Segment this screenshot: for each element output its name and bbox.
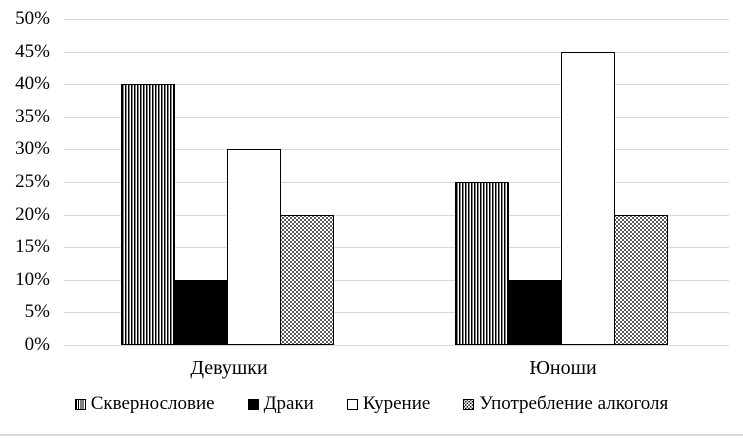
- legend: Сквернословие Драки Курение Употребление…: [0, 393, 743, 415]
- bar-dot-grid-yunoshi: [614, 214, 668, 345]
- legend-label: Курение: [362, 393, 431, 414]
- y-tick-label: 10%: [15, 268, 50, 290]
- gridline: [64, 116, 729, 118]
- gridline: [64, 345, 729, 346]
- gridline: [64, 149, 729, 151]
- legend-item-skvernoslovie: Сквернословие: [74, 393, 215, 415]
- legend-item-alkogol: Употребление алкоголя: [463, 393, 668, 415]
- gridline: [64, 312, 729, 314]
- category-label-devushki: Девушки: [190, 357, 268, 379]
- bar-solid-black-yunoshi: [508, 279, 562, 345]
- y-tick-label: 30%: [15, 138, 50, 160]
- bar-white-outline-yunoshi: [561, 51, 615, 345]
- gridline: [64, 84, 729, 86]
- bar-solid-black-devushki: [174, 279, 228, 345]
- chart-bottom-border: [0, 434, 743, 436]
- y-tick-label: 50%: [15, 8, 50, 29]
- bar-white-outline-devushki: [227, 149, 281, 345]
- white-square-swatch-icon: [346, 398, 358, 410]
- y-tick-label: 45%: [15, 40, 50, 62]
- plot-area: [64, 19, 729, 346]
- legend-item-kurenie: Курение: [346, 393, 431, 415]
- gridline: [64, 279, 729, 281]
- gridline: [64, 247, 729, 249]
- bar-group-devushki: [121, 19, 337, 345]
- vertical-stripes-swatch-icon: [74, 398, 86, 410]
- y-tick-label: 25%: [15, 171, 50, 192]
- legend-label: Драки: [263, 393, 314, 414]
- y-tick-label: 40%: [15, 73, 50, 95]
- gridline: [64, 182, 729, 183]
- y-tick-label: 15%: [15, 236, 50, 258]
- black-square-swatch-icon: [247, 398, 259, 410]
- dotted-square-swatch-icon: [463, 398, 475, 410]
- y-tick-label: 0%: [24, 334, 50, 355]
- legend-item-draki: Драки: [247, 393, 314, 415]
- category-label-yunoshi: Юноши: [529, 357, 597, 379]
- gridline: [64, 214, 729, 216]
- bar-vertical-stripes-devushki: [121, 84, 175, 345]
- y-tick-label: 35%: [15, 105, 50, 127]
- gridline: [64, 51, 729, 53]
- y-tick-label: 5%: [24, 301, 50, 323]
- legend-label: Употребление алкоголя: [479, 393, 669, 414]
- y-tick-label: 20%: [15, 203, 50, 225]
- bar-group-yunoshi: [455, 19, 671, 345]
- bar-vertical-stripes-yunoshi: [455, 182, 509, 345]
- y-axis: 50% 45% 40% 35% 30% 25% 20% 15% 10% 5% 0%: [0, 9, 50, 355]
- legend-label: Сквернословие: [90, 393, 215, 414]
- gridline: [64, 19, 729, 20]
- bar-dot-grid-devushki: [280, 214, 334, 345]
